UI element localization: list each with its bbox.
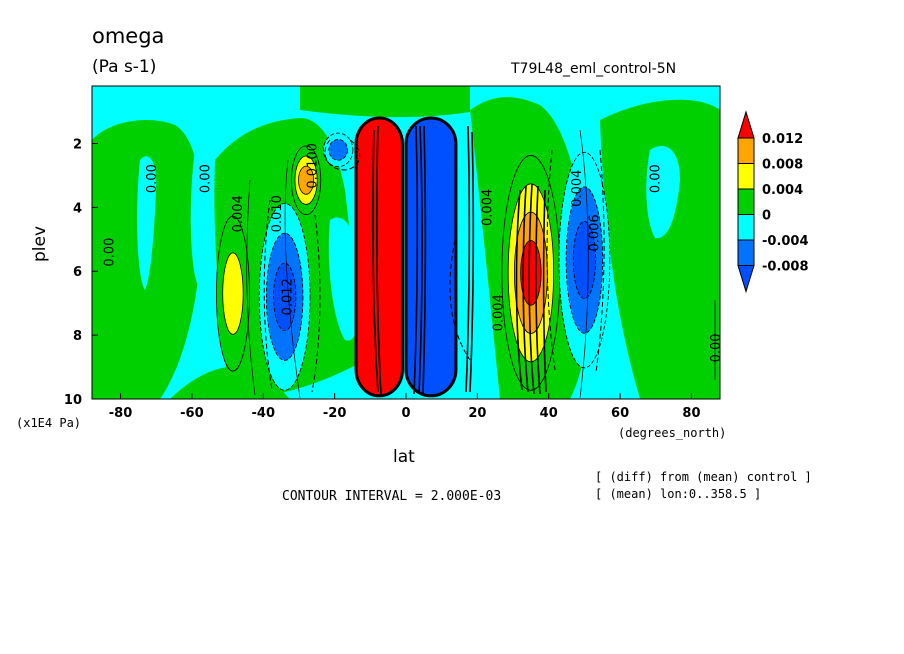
- contour-regions: [216, 116, 611, 398]
- region-1: [404, 116, 458, 398]
- colorbar-segment-1: [737, 137, 755, 164]
- contour-line-10: [528, 183, 535, 395]
- colorbar-label-1: 0.008: [762, 158, 803, 173]
- colorbar-label-3: 0: [762, 209, 771, 224]
- contour-label-10: 0.006: [588, 214, 603, 251]
- dashed-contour-3: [546, 149, 556, 371]
- contour-interval-text: CONTOUR INTERVAL = 2.000E-03: [282, 489, 502, 504]
- colorbar-top-arrow: [737, 110, 755, 139]
- region-7-level-1: [328, 139, 348, 161]
- dataset-name: T79L48_eml_control-5N: [511, 61, 677, 77]
- dashed-contour-2: [311, 214, 321, 393]
- contour-line-8: [515, 189, 523, 391]
- colorbar: 0.012 0.008 0.004 0 -0.004 -0.008: [737, 110, 809, 294]
- green-region-north-polar: [600, 99, 720, 399]
- contour-line-2: [375, 125, 382, 395]
- contour-line-1: [372, 129, 379, 393]
- region-0: [354, 116, 404, 398]
- y-tick-label-4: 10: [64, 393, 82, 408]
- colorbar-segment-3: [737, 188, 755, 215]
- y-tick-label-2: 6: [73, 265, 82, 280]
- dashed-contour-lines: [263, 139, 605, 393]
- cyan-hole-2: [190, 147, 212, 285]
- contour-label-3: 0.004: [231, 195, 246, 232]
- contour-line-11: [535, 185, 541, 395]
- contour-label-2: 0.00: [199, 164, 214, 193]
- cyan-holes: [137, 145, 680, 341]
- dashed-contour-5: [324, 139, 360, 171]
- cyan-hole-4: [328, 217, 363, 341]
- dashed-contour-6: [449, 239, 471, 361]
- x-tick-label-7: 60: [611, 406, 629, 421]
- chart-units: (Pa s-1): [92, 57, 157, 77]
- y-axis-label: plev: [30, 225, 50, 262]
- cyan-hole-1: [137, 156, 157, 290]
- colorbar-segment-4: [737, 214, 755, 241]
- contour-label-8: 0.004: [491, 294, 506, 331]
- chart-title: omega: [92, 24, 165, 48]
- x-tick-label-3: -20: [323, 406, 347, 421]
- contour-line-4: [418, 125, 423, 395]
- contour-line-3: [413, 125, 419, 395]
- x-tick-label-8: 80: [682, 406, 700, 421]
- contour-label-4: 0.010: [270, 195, 285, 232]
- contour-label-6: 0.0100: [306, 143, 321, 189]
- region-3-level-2: [572, 221, 596, 300]
- x-tick-label-0: -80: [109, 406, 133, 421]
- y-tick-label-0: 2: [73, 137, 82, 152]
- contour-label-12: 0.00: [709, 333, 724, 362]
- green-region-top: [300, 86, 470, 118]
- contour-labels: 0.000.00 0.000.004 0.0100.0120.01000.0040.…: [102, 143, 724, 362]
- dashed-contour-1: [263, 199, 273, 391]
- y-tick-label-3: 8: [73, 329, 82, 344]
- y-tick-label-1: 4: [73, 201, 82, 216]
- x-tick-label-5: 20: [468, 406, 486, 421]
- colorbar-label-4: -0.004: [762, 234, 809, 249]
- x-tick-label-4: 0: [401, 406, 410, 421]
- contour-label-5: 0.012: [281, 278, 296, 315]
- contour-label-9: 0.004: [570, 170, 585, 207]
- x-axis: -80 -60 -40 -20 0 20 40 60 80: [109, 393, 701, 421]
- contour-label-1: 0.00: [145, 164, 160, 193]
- y-axis-unit-label: (x1E4 Pa): [16, 416, 82, 430]
- x-axis-unit-label: (degrees_north): [618, 426, 727, 440]
- x-tick-label-2: -40: [252, 406, 276, 421]
- cyan-hole-3: [646, 145, 680, 239]
- contour-line-7: [469, 131, 475, 393]
- green-region-bottom-south: [170, 366, 290, 399]
- thin-contour-1: [246, 179, 256, 396]
- thin-contour-2: [284, 159, 301, 399]
- info-line-1: [ (diff) from (mean) control ]: [595, 470, 812, 484]
- dense-contour-lines: [372, 125, 547, 395]
- colorbar-segment-2: [737, 163, 755, 190]
- contour-line-5: [422, 125, 427, 395]
- contour-label-0: 0.00: [102, 238, 117, 267]
- x-axis-label: lat: [393, 447, 415, 467]
- region-6-level-2: [298, 165, 315, 195]
- colorbar-segment-5: [737, 239, 755, 266]
- contour-line-6: [465, 125, 471, 393]
- colorbar-bottom-arrow: [737, 265, 755, 294]
- contour-line-12: [542, 189, 547, 393]
- y-axis: 2 4 6 8 10: [64, 137, 98, 408]
- region-4-level-1: [222, 252, 244, 335]
- contour-line-9: [522, 185, 529, 393]
- thin-contour-3: [579, 129, 589, 399]
- dashed-contour-4: [595, 149, 605, 373]
- x-tick-label-6: 40: [540, 406, 558, 421]
- thin-contour-lines: [246, 129, 716, 399]
- colorbar-label-2: 0.004: [762, 183, 803, 198]
- colorbar-label-5: -0.008: [762, 260, 809, 275]
- contour-label-7: 0.004: [481, 189, 496, 226]
- heatmap-field: 0.000.00 0.000.004 0.0100.0120.01000.0040.…: [92, 86, 724, 399]
- info-line-2: [ (mean) lon:0..358.5 ]: [595, 487, 762, 501]
- contour-label-11: 0.00: [648, 164, 663, 193]
- colorbar-label-0: 0.012: [762, 132, 803, 147]
- x-tick-label-1: -60: [180, 406, 204, 421]
